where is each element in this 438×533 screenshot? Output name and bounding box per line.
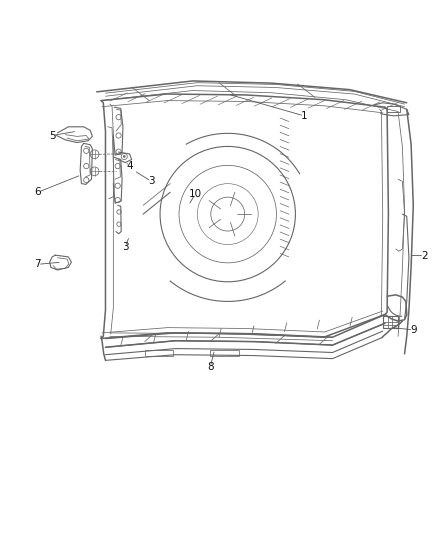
Text: 7: 7	[35, 260, 41, 269]
Text: 9: 9	[410, 325, 417, 335]
Circle shape	[123, 155, 126, 158]
Text: 3: 3	[148, 176, 155, 187]
Text: 10: 10	[188, 189, 201, 199]
Text: 4: 4	[126, 161, 133, 171]
Text: 5: 5	[49, 131, 56, 141]
Text: 8: 8	[207, 362, 214, 372]
Text: 3: 3	[122, 242, 128, 252]
Text: 6: 6	[35, 187, 41, 197]
Text: 2: 2	[421, 251, 427, 261]
Text: 1: 1	[301, 111, 307, 121]
